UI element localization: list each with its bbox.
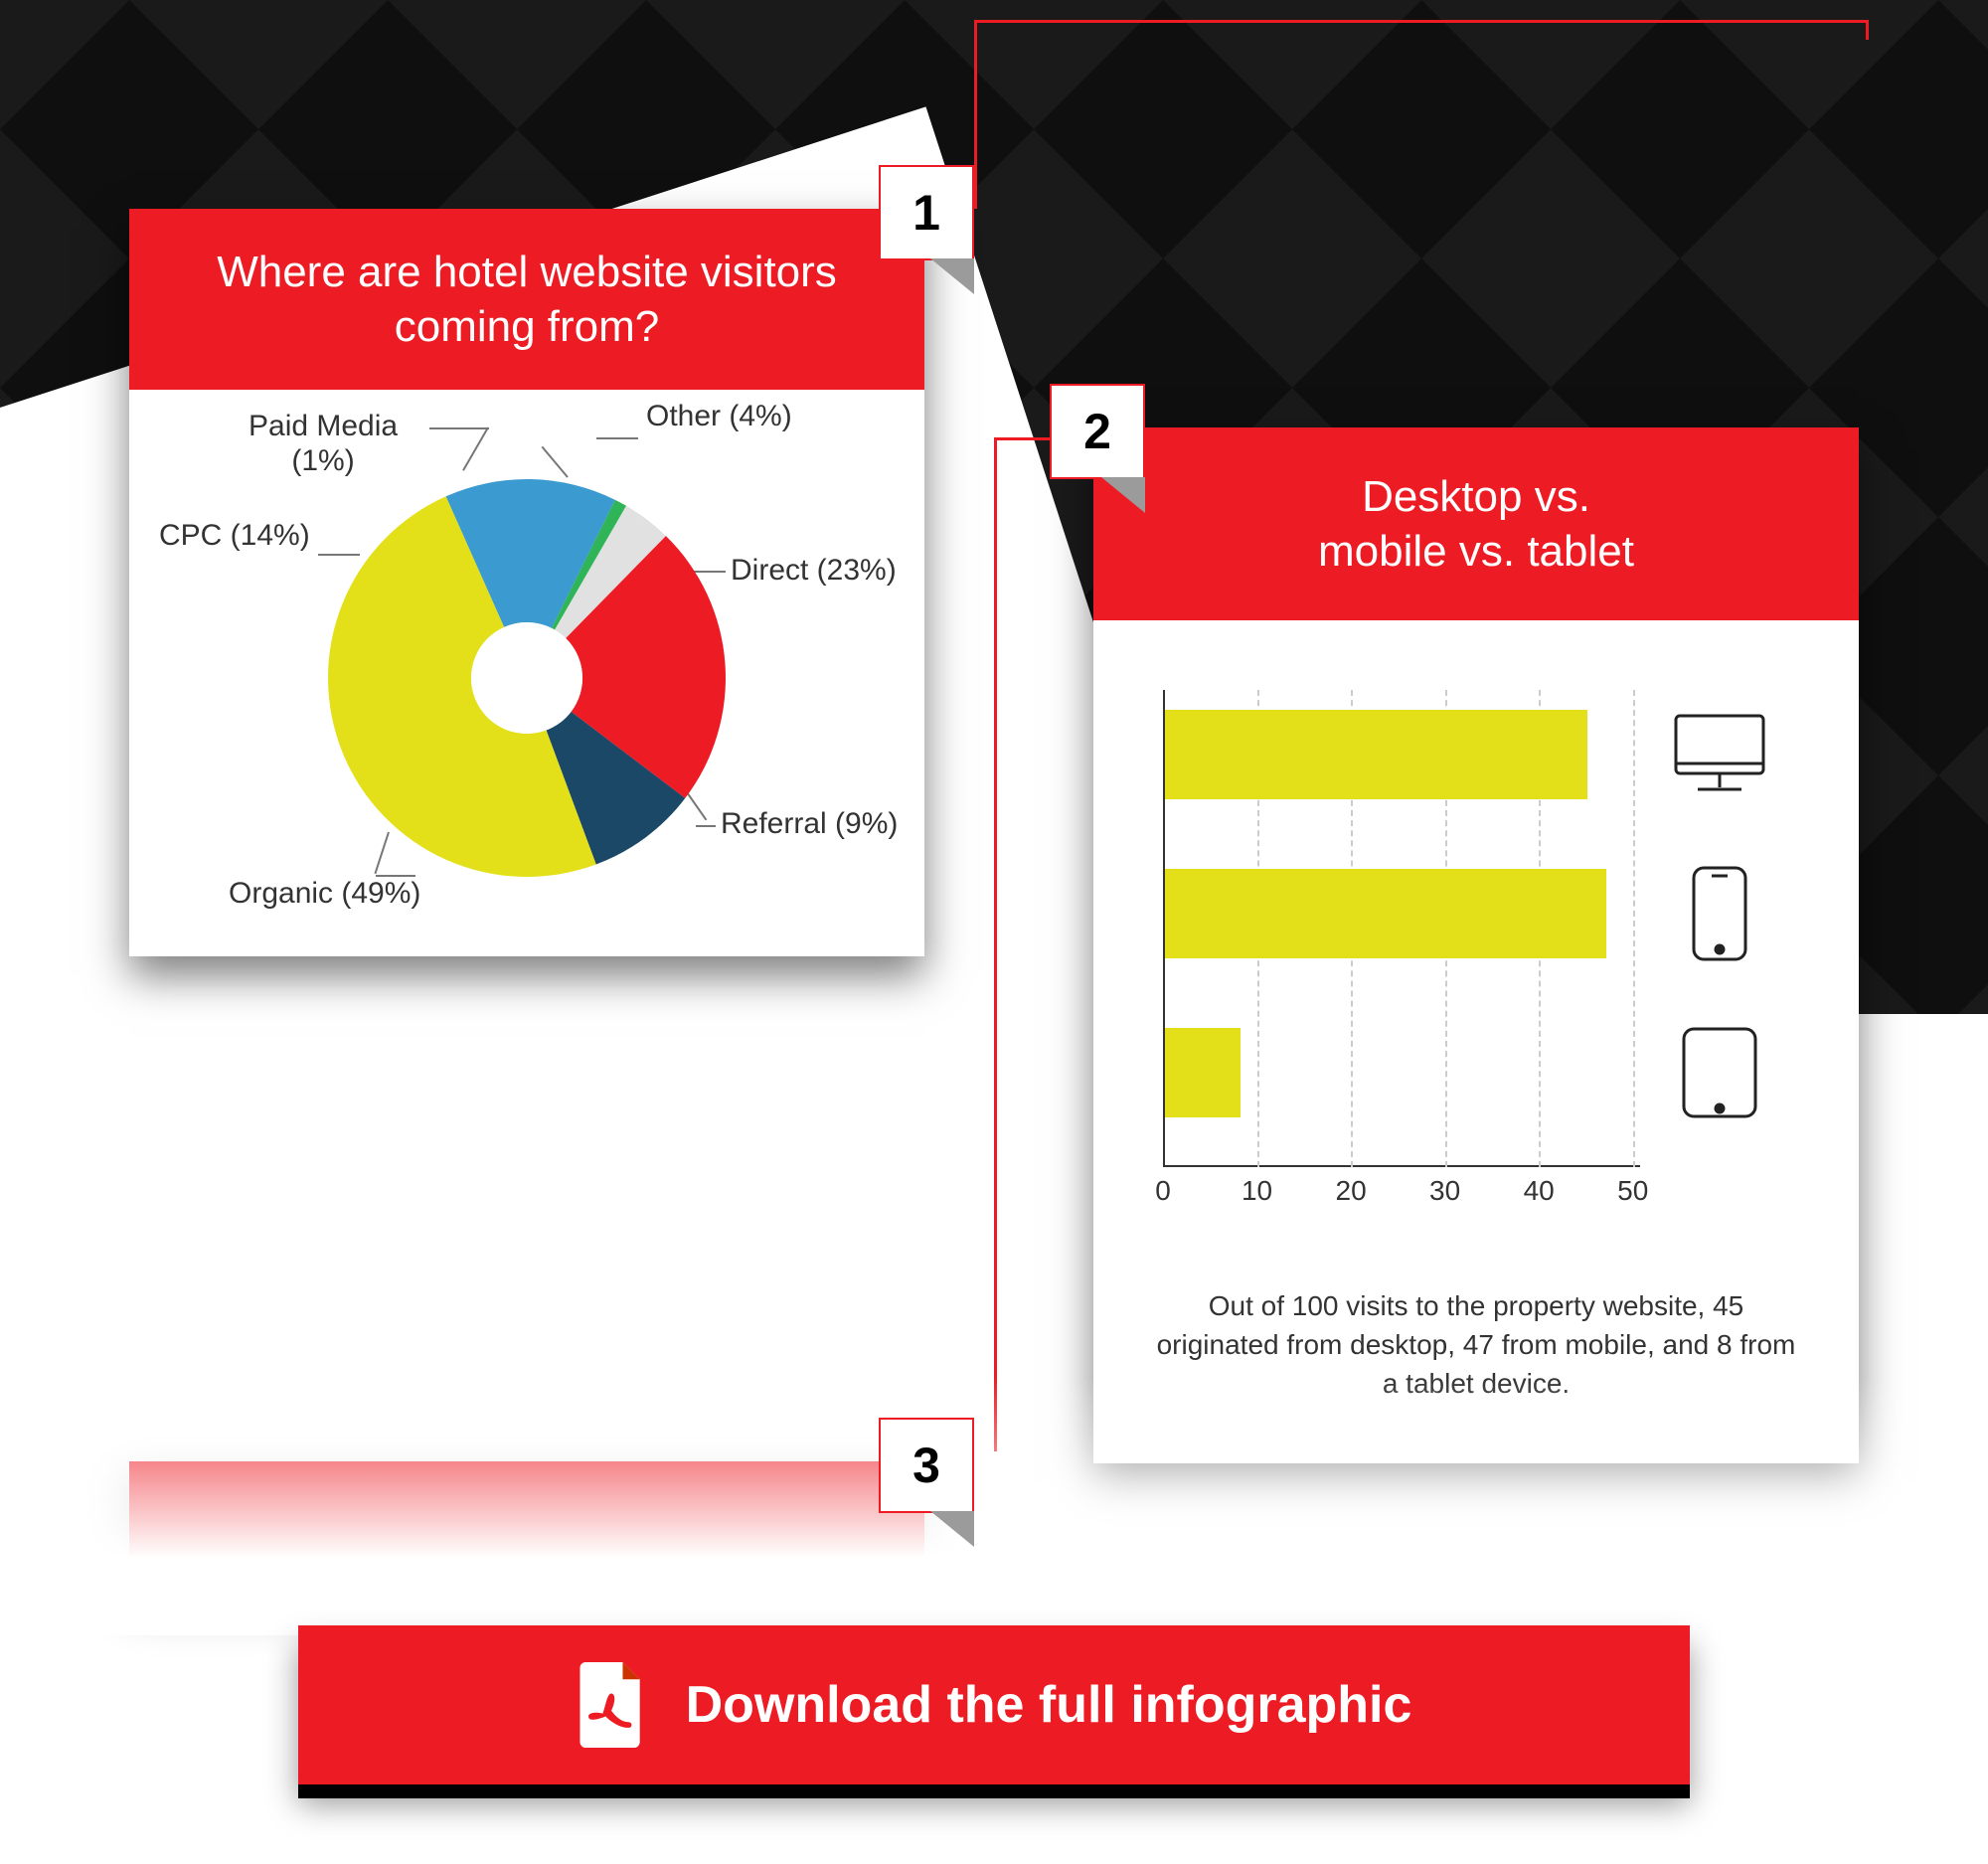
card2-caption: Out of 100 visits to the property websit… bbox=[1093, 1247, 1859, 1463]
badge-3-number: 3 bbox=[912, 1437, 940, 1494]
bar-mobile bbox=[1165, 869, 1606, 958]
x-tick-label: 0 bbox=[1155, 1175, 1171, 1207]
badge-3: 3 bbox=[879, 1418, 974, 1513]
card-3 bbox=[129, 1461, 924, 1591]
card1-body: Other (4%) Paid Media(1%) CPC (14%) Dire… bbox=[129, 390, 924, 956]
donut-chart bbox=[328, 479, 726, 877]
card1-title: Where are hotel website visitors coming … bbox=[129, 209, 924, 390]
card2-body: 0 10 20 30 40 50 bbox=[1093, 620, 1859, 1247]
gridline bbox=[1633, 690, 1635, 1167]
connector-line bbox=[974, 20, 977, 209]
leader-line bbox=[542, 446, 569, 478]
x-axis bbox=[1163, 1165, 1640, 1167]
card2-title: Desktop vs.mobile vs. tablet bbox=[1093, 427, 1859, 620]
bar-tablet bbox=[1165, 1028, 1241, 1117]
card-traffic-sources: Where are hotel website visitors coming … bbox=[129, 209, 924, 956]
tablet-icon bbox=[1660, 1018, 1779, 1127]
bar-desktop bbox=[1165, 710, 1587, 799]
x-tick-label: 20 bbox=[1336, 1175, 1367, 1207]
pie-label-referral: Referral (9%) bbox=[721, 807, 898, 842]
card3-title bbox=[129, 1461, 924, 1591]
badge-1-number: 1 bbox=[912, 184, 940, 242]
download-button-label: Download the full infographic bbox=[686, 1675, 1412, 1735]
mobile-icon bbox=[1660, 859, 1779, 968]
pie-label-other: Other (4%) bbox=[646, 400, 792, 434]
desktop-icon bbox=[1660, 700, 1779, 809]
pdf-icon bbox=[577, 1662, 646, 1748]
card-device-breakdown: Desktop vs.mobile vs. tablet 0 10 20 30 40 50… bbox=[1093, 427, 1859, 1463]
x-tick-label: 30 bbox=[1429, 1175, 1460, 1207]
badge-2-number: 2 bbox=[1083, 403, 1111, 460]
badge-2: 2 bbox=[1050, 384, 1145, 479]
bar-row-mobile bbox=[1165, 869, 1606, 958]
bar-row-tablet bbox=[1165, 1028, 1241, 1117]
bar-row-desktop bbox=[1165, 710, 1587, 799]
badge-1: 1 bbox=[879, 165, 974, 260]
leader-line bbox=[462, 427, 489, 471]
pie-label-paidmedia: Paid Media(1%) bbox=[248, 410, 398, 478]
x-tick-label: 50 bbox=[1617, 1175, 1648, 1207]
leader-line bbox=[596, 437, 638, 439]
leader-line bbox=[429, 427, 489, 429]
connector-line bbox=[1866, 20, 1869, 40]
x-tick-label: 10 bbox=[1242, 1175, 1272, 1207]
pie-label-organic: Organic (49%) bbox=[229, 877, 420, 912]
pie-label-direct: Direct (23%) bbox=[731, 554, 897, 589]
download-infographic-button[interactable]: Download the full infographic bbox=[298, 1625, 1690, 1784]
x-tick-label: 40 bbox=[1524, 1175, 1555, 1207]
connector-line bbox=[974, 20, 1869, 23]
connector-line bbox=[994, 437, 997, 1451]
pie-label-cpc: CPC (14%) bbox=[159, 519, 310, 554]
bar-chart: 01020304050 bbox=[1163, 690, 1809, 1247]
